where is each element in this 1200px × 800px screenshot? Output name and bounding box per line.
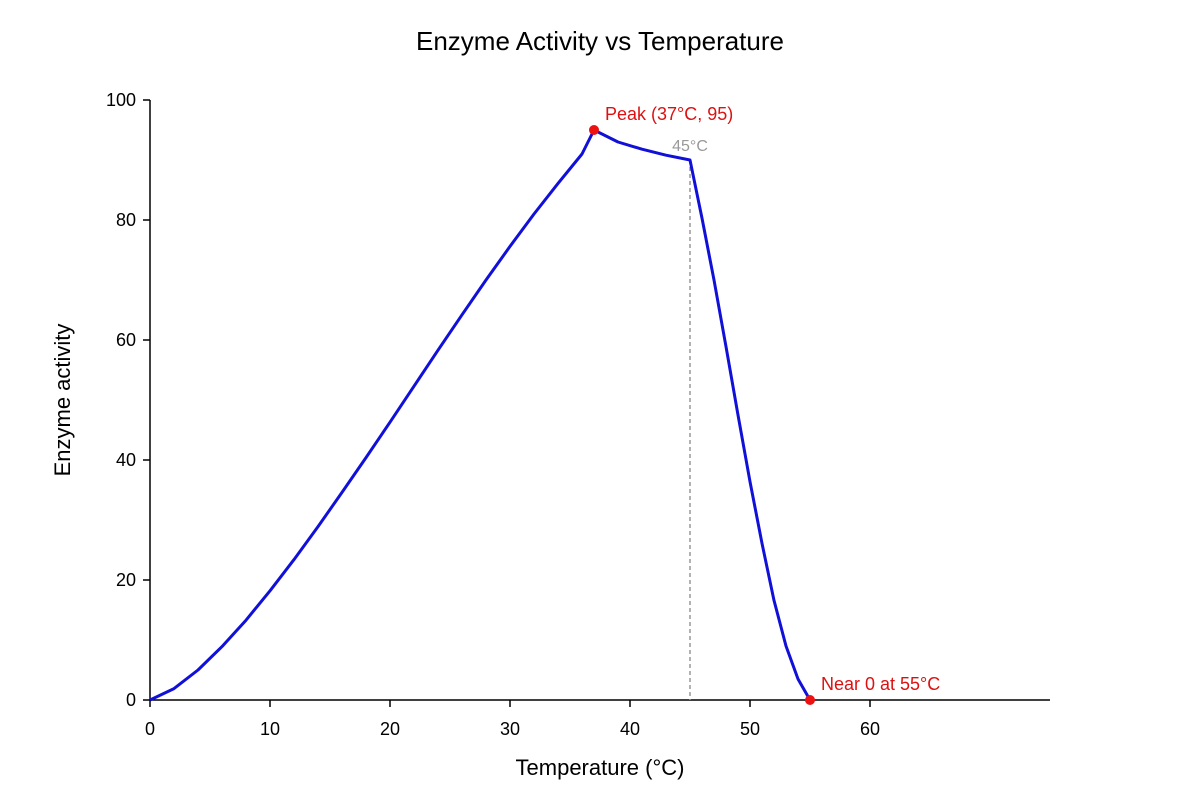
- data-point: [797, 678, 800, 681]
- chart-title: Enzyme Activity vs Temperature: [416, 26, 784, 56]
- x-tick-label: 30: [500, 719, 520, 739]
- y-axis-label: Enzyme activity: [50, 324, 75, 477]
- data-point: [197, 669, 200, 672]
- data-point: [149, 699, 152, 702]
- x-tick-label: 20: [380, 719, 400, 739]
- data-point: [581, 153, 584, 156]
- data-point: [665, 154, 668, 157]
- data-point: [293, 558, 296, 561]
- x-axis-label: Temperature (°C): [516, 755, 685, 780]
- y-tick-label: 20: [116, 570, 136, 590]
- data-point: [713, 279, 716, 282]
- data-point: [389, 421, 392, 424]
- data-point: [437, 349, 440, 352]
- reference-line-label: 45°C: [672, 138, 708, 155]
- annotations: Peak (37°C, 95) Near 0 at 55°C: [589, 104, 940, 705]
- y-tick-label: 60: [116, 330, 136, 350]
- data-point: [341, 491, 344, 494]
- y-tick-label: 40: [116, 450, 136, 470]
- data-point: [737, 414, 740, 417]
- data-point: [245, 619, 248, 622]
- data-point: [365, 456, 368, 459]
- annotation-label: Peak (37°C, 95): [605, 104, 733, 124]
- data-point: [533, 213, 536, 216]
- data-point: [689, 159, 692, 162]
- data-point: [617, 141, 620, 144]
- activity-series-line: [149, 128, 812, 702]
- annotation-label: Near 0 at 55°C: [821, 674, 940, 694]
- y-axis-ticks: 0 20 40 60 80 100: [106, 90, 150, 710]
- y-tick-label: 80: [116, 210, 136, 230]
- x-axis-ticks: 0 10 20 30 40 50 60: [145, 700, 880, 739]
- x-tick-label: 10: [260, 719, 280, 739]
- data-point: [413, 385, 416, 388]
- data-point: [773, 599, 776, 602]
- data-point: [221, 645, 224, 648]
- x-tick-label: 50: [740, 719, 760, 739]
- reference-lines: 45°C: [672, 138, 708, 700]
- data-point: [557, 182, 560, 185]
- annotation-marker: [589, 125, 599, 135]
- annotation-marker: [805, 695, 815, 705]
- data-point: [461, 313, 464, 316]
- data-point: [725, 345, 728, 348]
- x-tick-label: 0: [145, 719, 155, 739]
- y-tick-label: 0: [126, 690, 136, 710]
- x-tick-label: 60: [860, 719, 880, 739]
- data-point: [269, 589, 272, 592]
- data-point: [761, 542, 764, 545]
- data-point: [509, 245, 512, 248]
- x-tick-label: 40: [620, 719, 640, 739]
- data-point: [701, 217, 704, 220]
- data-point: [785, 645, 788, 648]
- y-tick-label: 100: [106, 90, 136, 110]
- data-point: [173, 687, 176, 690]
- data-point: [317, 525, 320, 528]
- data-point: [485, 279, 488, 282]
- data-point: [749, 480, 752, 483]
- data-point: [641, 148, 644, 151]
